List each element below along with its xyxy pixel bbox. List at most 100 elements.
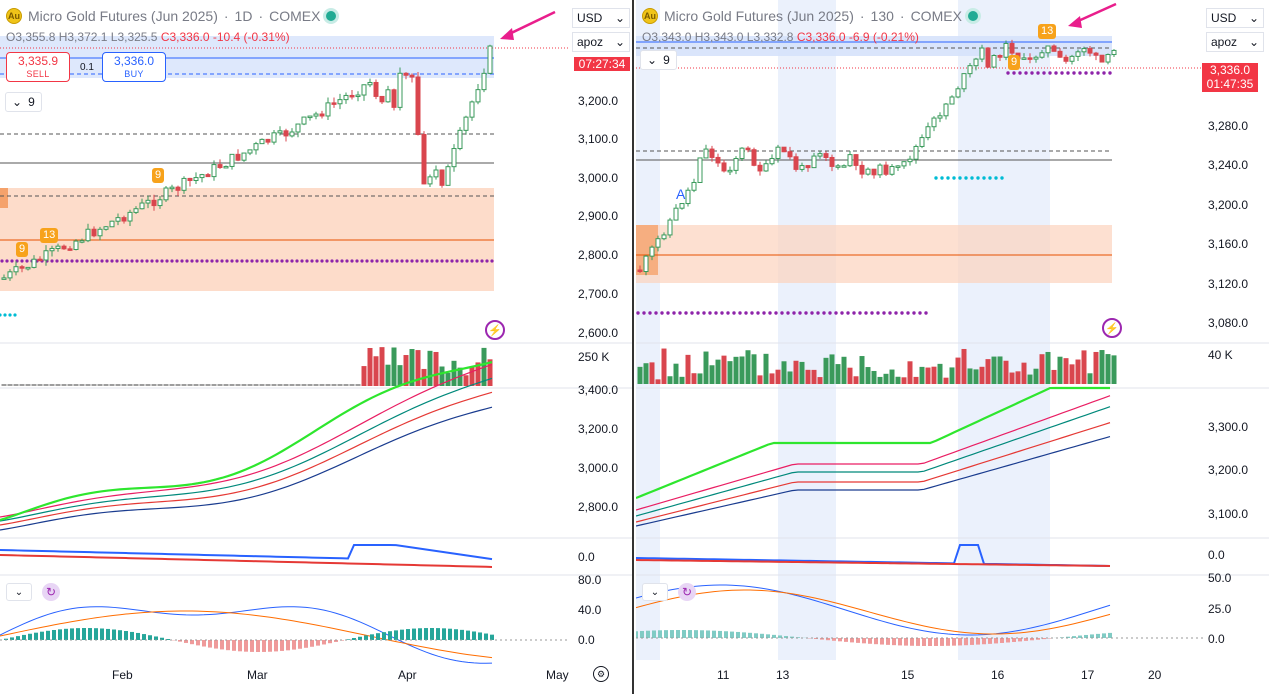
support-dot bbox=[1084, 71, 1088, 75]
histogram-bar bbox=[316, 640, 320, 646]
histogram-bar bbox=[748, 632, 752, 638]
signal-dot bbox=[13, 313, 17, 317]
price-axis-label: 3,200.0 bbox=[1208, 198, 1249, 212]
volume-bar bbox=[1033, 368, 1039, 384]
candle-body bbox=[487, 45, 493, 74]
candle-body bbox=[295, 123, 301, 133]
ma-axis-label: 3,000.0 bbox=[578, 461, 619, 475]
volume-bar bbox=[139, 384, 145, 386]
support-dot bbox=[205, 259, 209, 263]
candle-body bbox=[745, 147, 751, 151]
collapse-pane-button[interactable]: ⌄ bbox=[642, 583, 668, 601]
support-dot bbox=[834, 311, 838, 315]
sell-button[interactable]: 3,335.9 SELL bbox=[6, 52, 70, 82]
candle-body bbox=[823, 153, 829, 158]
support-dot bbox=[1108, 71, 1112, 75]
volume-bar bbox=[661, 348, 667, 384]
support-dot bbox=[455, 259, 459, 263]
volume-bar bbox=[49, 384, 55, 386]
candle-body bbox=[469, 101, 475, 118]
support-dot bbox=[684, 311, 688, 315]
support-dot bbox=[100, 259, 104, 263]
support-dot bbox=[60, 259, 64, 263]
volume-bar bbox=[217, 384, 223, 386]
chart-pane-daily[interactable]: Au Micro Gold Futures (Jun 2025) · 1D · … bbox=[0, 0, 634, 694]
time-axis-label: 16 bbox=[991, 668, 1005, 682]
volume-bar bbox=[469, 366, 475, 386]
sequential-count-label: 9 bbox=[1008, 55, 1021, 70]
volume-bar bbox=[331, 384, 337, 386]
support-dot bbox=[660, 311, 664, 315]
settings-gear-icon[interactable]: ⚙ bbox=[593, 666, 609, 682]
chart-pane-130min[interactable]: Au Micro Gold Futures (Jun 2025) · 130 ·… bbox=[636, 0, 1269, 694]
style-dropdown[interactable]: apoz ⌄ bbox=[572, 32, 630, 52]
ma-line bbox=[0, 406, 493, 531]
volume-bar bbox=[319, 384, 325, 386]
intraday-chart-canvas[interactable] bbox=[636, 0, 1269, 694]
candle-body bbox=[1, 277, 7, 280]
support-dot bbox=[1012, 71, 1016, 75]
histogram-bar bbox=[160, 637, 164, 640]
lightning-alert-icon[interactable]: ⚡ bbox=[1102, 318, 1122, 338]
currency-dropdown[interactable]: USD ⌄ bbox=[572, 8, 630, 28]
style-dropdown[interactable]: apoz ⌄ bbox=[1206, 32, 1264, 52]
support-dot bbox=[75, 259, 79, 263]
lightning-alert-icon[interactable]: ⚡ bbox=[485, 320, 505, 340]
histogram-bar bbox=[832, 638, 836, 641]
support-dot bbox=[260, 259, 264, 263]
histogram-bar bbox=[760, 633, 764, 638]
support-dot bbox=[245, 259, 249, 263]
candle-body bbox=[415, 76, 421, 135]
support-dot bbox=[390, 259, 394, 263]
volume-bar bbox=[703, 351, 709, 384]
histogram-bar bbox=[1024, 638, 1028, 641]
histogram-bar bbox=[418, 628, 422, 640]
collapse-pane-button[interactable]: ⌄ bbox=[6, 583, 32, 601]
volume-bar bbox=[229, 384, 235, 386]
support-dot bbox=[708, 311, 712, 315]
support-dot bbox=[732, 311, 736, 315]
histogram-bar bbox=[1030, 638, 1034, 641]
histogram-bar bbox=[976, 638, 980, 645]
candle-body bbox=[1087, 48, 1093, 54]
symbol-legend[interactable]: Au Micro Gold Futures (Jun 2025) · 130 ·… bbox=[642, 8, 978, 24]
candle-body bbox=[973, 58, 979, 67]
support-dot bbox=[720, 311, 724, 315]
indicators-toggle[interactable]: ⌄ 9 bbox=[5, 92, 42, 112]
volume-bar bbox=[817, 377, 823, 384]
histogram-bar bbox=[874, 638, 878, 645]
cycle-icon[interactable]: ↻ bbox=[678, 583, 696, 601]
candle-body bbox=[271, 132, 277, 143]
indicators-toggle[interactable]: ⌄ 9 bbox=[640, 50, 677, 70]
histogram-bar bbox=[694, 630, 698, 638]
support-dot bbox=[425, 259, 429, 263]
support-dot bbox=[365, 259, 369, 263]
support-dot bbox=[215, 259, 219, 263]
volume-bar bbox=[1087, 373, 1093, 384]
support-dot bbox=[1042, 71, 1046, 75]
candle-body bbox=[61, 245, 67, 250]
buy-button[interactable]: 3,336.0 BUY bbox=[102, 52, 166, 82]
volume-bar bbox=[463, 375, 469, 386]
candle-body bbox=[925, 126, 931, 139]
volume-bar bbox=[1093, 351, 1099, 384]
cycle-icon[interactable]: ↻ bbox=[42, 583, 60, 601]
candle-body bbox=[1027, 57, 1033, 60]
volume-bar bbox=[223, 384, 229, 386]
sequential-count-label: 9 bbox=[152, 168, 165, 183]
market-status-icon bbox=[967, 11, 978, 21]
candle-body bbox=[43, 250, 49, 261]
candle-body bbox=[361, 84, 367, 96]
support-dot bbox=[1006, 71, 1010, 75]
volume-bar bbox=[427, 350, 433, 386]
support-dot bbox=[345, 259, 349, 263]
currency-dropdown[interactable]: USD ⌄ bbox=[1206, 8, 1264, 28]
volume-bar bbox=[1105, 354, 1111, 384]
daily-chart-canvas[interactable] bbox=[0, 0, 634, 694]
candle-body bbox=[337, 99, 343, 105]
support-dot bbox=[175, 259, 179, 263]
support-dot bbox=[906, 311, 910, 315]
symbol-legend[interactable]: Au Micro Gold Futures (Jun 2025) · 1D · … bbox=[6, 8, 337, 24]
support-dot bbox=[55, 259, 59, 263]
volume-bar bbox=[205, 384, 211, 386]
